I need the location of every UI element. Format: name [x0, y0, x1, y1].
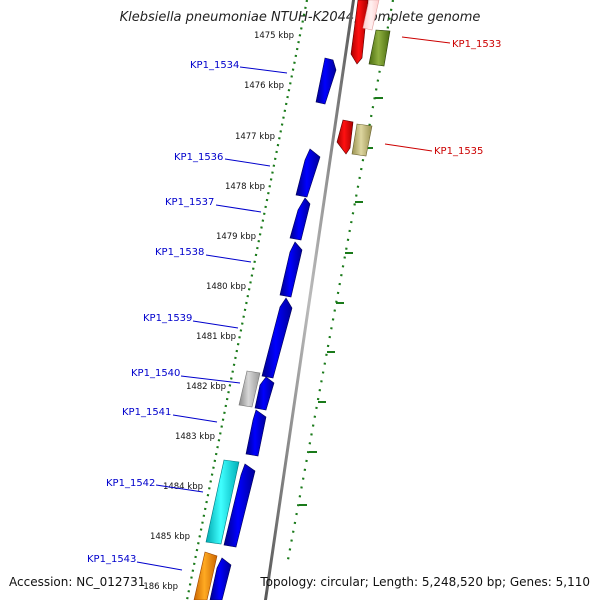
gene-kp1-1533[interactable] — [350, 0, 369, 65]
scale-tick-label: 1485 kbp — [150, 532, 190, 542]
gene-kp1-1540-gray[interactable] — [238, 370, 261, 408]
scale-tick-label: 1477 kbp — [235, 132, 275, 142]
gene-kp1-1533-olive[interactable] — [368, 29, 391, 67]
reverse-genes — [336, 0, 391, 157]
gene-kp1-1536[interactable] — [295, 148, 321, 198]
scale-tick-label: 1481 kbp — [196, 332, 236, 342]
gene-kp1-1534[interactable] — [315, 57, 337, 105]
genome-backbone — [264, 0, 355, 600]
gene-kp1-1542[interactable] — [205, 459, 240, 545]
scale-tick-label: 1479 kbp — [216, 232, 256, 242]
gene-kp1-1538[interactable] — [279, 241, 303, 298]
left-label-leaders — [136, 66, 288, 571]
gene-label-kp1-1539[interactable]: KP1_1539 — [143, 313, 192, 324]
genome-title: Klebsiella pneumoniae NTUH-K2044, comple… — [119, 10, 481, 25]
gene-label-kp1-1541[interactable]: KP1_1541 — [122, 407, 171, 418]
gene-label-kp1-1535[interactable]: KP1_1535 — [434, 146, 483, 157]
scale-tick-label: 1478 kbp — [225, 182, 265, 192]
gene-kp1-1539[interactable] — [261, 297, 293, 379]
gene-label-kp1-1540[interactable]: KP1_1540 — [131, 368, 180, 379]
scale-tick-label: 186 kbp — [143, 582, 178, 592]
gene-label-kp1-1534[interactable]: KP1_1534 — [190, 60, 239, 71]
gene-label-kp1-1538[interactable]: KP1_1538 — [155, 247, 204, 258]
gene-kp1-1540[interactable] — [254, 376, 275, 411]
right-label-leaders — [384, 36, 451, 152]
scale-tick-label: 1483 kbp — [175, 432, 215, 442]
gene-kp1-1543[interactable] — [209, 557, 232, 600]
forward-genes — [193, 57, 337, 600]
gene-label-kp1-1542[interactable]: KP1_1542 — [106, 478, 155, 489]
gene-label-kp1-1536[interactable]: KP1_1536 — [174, 152, 223, 163]
scale-tick-label: 1475 kbp — [254, 31, 294, 41]
scale-tick-label: 1482 kbp — [186, 382, 226, 392]
gene-kp1-1535[interactable] — [336, 119, 354, 155]
genome-summary-text: Topology: circular; Length: 5,248,520 bp… — [260, 575, 590, 589]
scale-tick-label: 1480 kbp — [206, 282, 246, 292]
gene-kp1-1533-pink[interactable] — [362, 0, 380, 31]
gene-kp1-1535-khaki[interactable] — [351, 123, 373, 157]
gene-label-kp1-1537[interactable]: KP1_1537 — [165, 197, 214, 208]
gene-label-kp1-1533[interactable]: KP1_1533 — [452, 39, 501, 50]
scale-tick-label: 1484 kbp — [163, 482, 203, 492]
gene-kp1-1537[interactable] — [289, 197, 311, 241]
gene-label-kp1-1543[interactable]: KP1_1543 — [87, 554, 136, 565]
gene-kp1-1543-orange[interactable] — [193, 551, 218, 600]
gene-kp1-1542b[interactable] — [223, 463, 256, 548]
gene-kp1-1541[interactable] — [245, 409, 267, 457]
accession-text: Accession: NC_012731 — [9, 575, 146, 589]
scale-tick-label: 1476 kbp — [244, 81, 284, 91]
reverse-tick-marks — [299, 97, 383, 506]
